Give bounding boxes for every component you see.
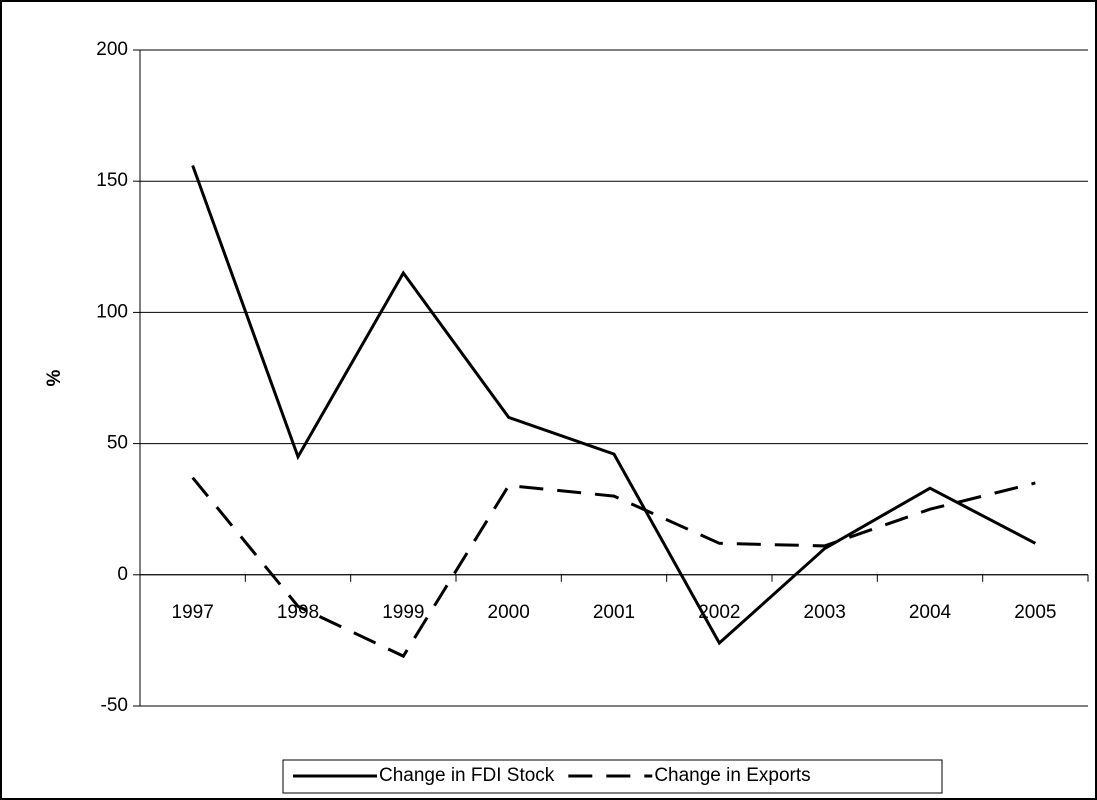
x-tick-label: 2001 — [593, 602, 635, 623]
x-tick-label: 1998 — [277, 602, 319, 623]
y-tick-label: 0 — [117, 564, 128, 585]
series-line — [191, 164, 1037, 646]
x-tick-label: 1997 — [172, 602, 214, 623]
legend-label: Change in FDI Stock — [379, 765, 555, 786]
legend-label: Change in Exports — [654, 765, 810, 786]
y-tick-label: 100 — [96, 301, 128, 322]
y-tick-label: -50 — [101, 695, 128, 716]
x-tick-label: 2000 — [488, 602, 530, 623]
y-tick-label: 50 — [107, 433, 128, 454]
x-tick-label: 2002 — [698, 602, 740, 623]
y-tick-label: 150 — [96, 170, 128, 191]
y-axis-label: % — [44, 369, 65, 386]
x-tick-label: 1999 — [382, 602, 424, 623]
legend: Change in FDI Stock Change in Exports — [282, 759, 943, 794]
x-tick-label: 2005 — [1014, 602, 1056, 623]
y-tick-label: 200 — [96, 39, 128, 60]
series-line — [191, 476, 1036, 659]
x-tick-label: 2003 — [804, 602, 846, 623]
x-tick-label: 2004 — [909, 602, 952, 623]
